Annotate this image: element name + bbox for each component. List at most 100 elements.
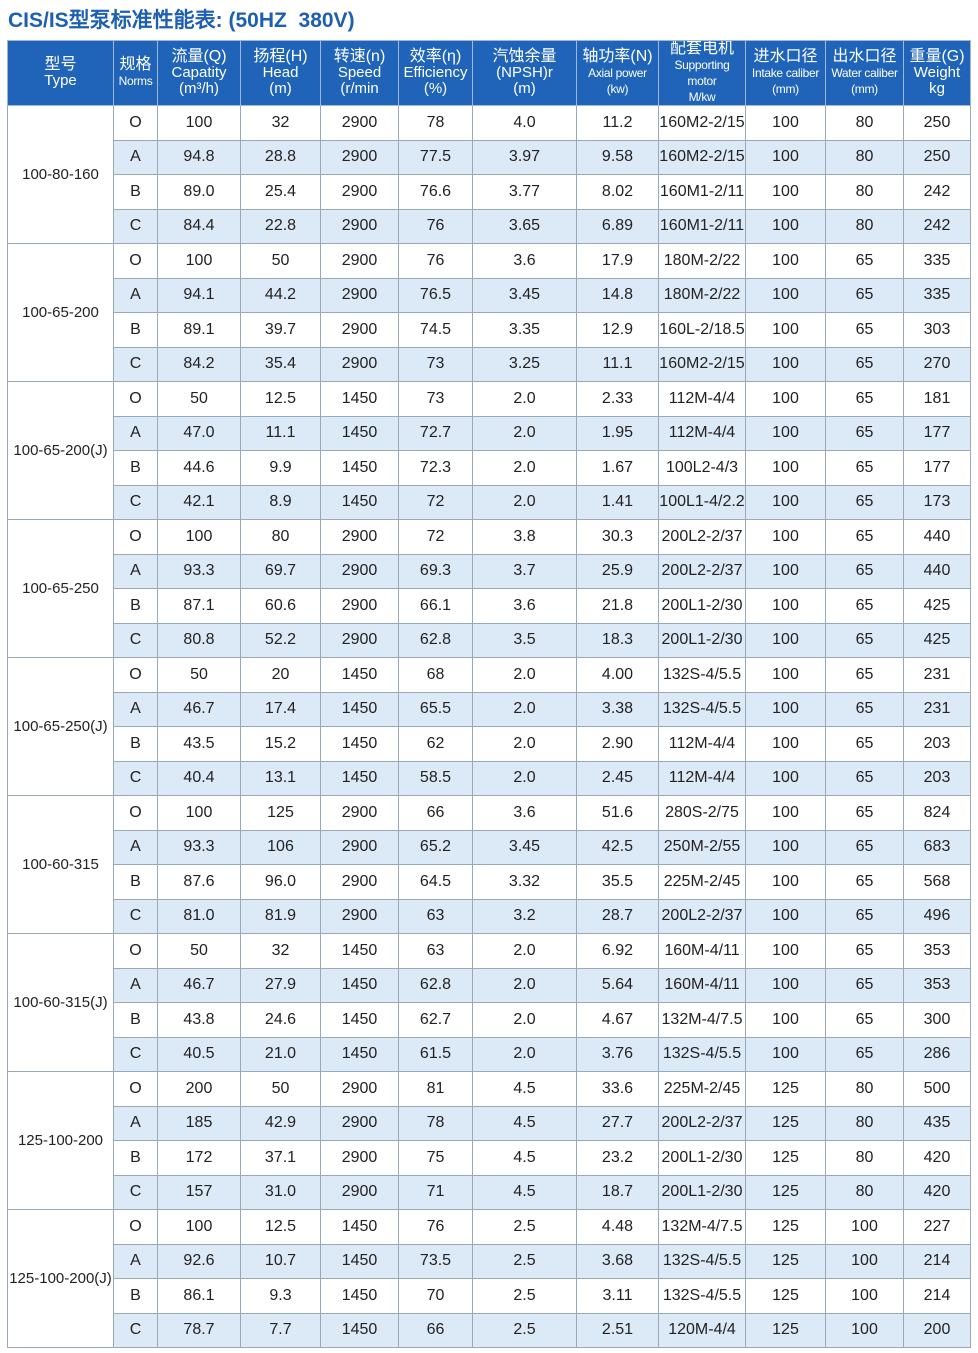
table-cell: 303 <box>903 312 971 348</box>
table-row: C 157 31.0 2900 71 4.5 18.7 200L1-2/30 125 80 420 <box>8 1174 971 1210</box>
table-cell: 2.0 <box>472 1036 577 1072</box>
table-cell: O <box>113 1209 158 1245</box>
table-cell: 824 <box>903 795 971 831</box>
table-cell: 12.5 <box>240 381 321 417</box>
table-cell: 2.5 <box>472 1312 577 1348</box>
table-cell: 65 <box>825 622 904 658</box>
table-cell: 76.6 <box>398 174 473 210</box>
table-cell: 65 <box>825 933 904 969</box>
table-cell: 35.5 <box>576 864 659 900</box>
table-cell: A <box>113 1105 158 1141</box>
table-cell: 4.5 <box>472 1071 577 1107</box>
table-cell: 200L2-2/37 <box>658 1105 746 1141</box>
table-cell: 28.7 <box>576 898 659 934</box>
type-cell: 125-100-200(J) <box>7 1209 114 1348</box>
table-row: A 46.7 27.9 1450 62.8 2.0 5.64 160M-4/11 100 65 35… <box>8 967 971 1003</box>
table-cell: 1450 <box>320 1002 399 1038</box>
table-cell: 4.5 <box>472 1140 577 1176</box>
table-cell: 157 <box>157 1174 241 1210</box>
table-cell: 5.64 <box>576 967 659 1003</box>
table-row: 100-65-200 O 100 50 2900 76 3.6 17.9 180M-2/22 10… <box>7 243 971 382</box>
table-cell: 11.1 <box>576 346 659 382</box>
table-cell: B <box>113 450 158 486</box>
table-cell: 4.67 <box>576 1002 659 1038</box>
table-cell: 65 <box>825 588 904 624</box>
table-cell: 39.7 <box>240 312 321 348</box>
table-cell: 200 <box>157 1071 241 1107</box>
table-cell: 160M2-2/15 <box>658 346 746 382</box>
table-cell: 80 <box>825 1071 904 1107</box>
header-line: Capatity <box>171 64 227 81</box>
table-cell: 35.4 <box>240 346 321 382</box>
table-cell: 120M-4/4 <box>658 1312 746 1348</box>
table-cell: 100 <box>745 415 826 451</box>
table-cell: B <box>113 1278 158 1314</box>
table-cell: 65 <box>825 760 904 796</box>
table-cell: 185 <box>157 1105 241 1141</box>
header-row: 型号 Type 规格 Norms 流量(Q) Capatity (m³/h) 扬程(H) Hea… <box>7 40 971 106</box>
table-cell: 214 <box>903 1243 971 1279</box>
table-cell: 71 <box>398 1174 473 1210</box>
table-cell: 125 <box>745 1243 826 1279</box>
table-cell: 80 <box>825 105 904 141</box>
header-line: Norms <box>118 74 153 88</box>
header-line: M/kw <box>688 90 716 104</box>
table-cell: 50 <box>157 657 241 693</box>
table-cell: 12.9 <box>576 312 659 348</box>
header-cell: 型号 Type <box>7 40 114 106</box>
header-line: (mm) <box>772 82 799 96</box>
table-cell: 6.89 <box>576 208 659 244</box>
header-cell: 扬程(H) Head (m) <box>240 40 321 106</box>
table-cell: 100 <box>825 1209 904 1245</box>
table-cell: 61.5 <box>398 1036 473 1072</box>
table-cell: 65 <box>825 1036 904 1072</box>
table-cell: 14.8 <box>576 277 659 313</box>
table-cell: 81 <box>398 1071 473 1107</box>
header-line: Head <box>262 64 299 81</box>
table-cell: 75 <box>398 1140 473 1176</box>
table-cell: 50 <box>240 243 321 279</box>
table-cell: 568 <box>903 864 971 900</box>
table-cell: 65.5 <box>398 691 473 727</box>
table-cell: 24.6 <box>240 1002 321 1038</box>
table-cell: 4.48 <box>576 1209 659 1245</box>
table-cell: 227 <box>903 1209 971 1245</box>
table-row: C 40.4 13.1 1450 58.5 2.0 2.45 112M-4/4 100 65 203 <box>8 760 971 796</box>
table-cell: 335 <box>903 277 971 313</box>
table-cell: 73.5 <box>398 1243 473 1279</box>
table-cell: 3.35 <box>472 312 577 348</box>
table-cell: 65 <box>825 484 904 520</box>
table-cell: 2900 <box>320 588 399 624</box>
table-cell: 125 <box>745 1071 826 1107</box>
table-cell: 72.3 <box>398 450 473 486</box>
table-cell: 78 <box>398 105 473 141</box>
table-cell: 112M-4/4 <box>658 726 746 762</box>
table-cell: O <box>113 1071 158 1107</box>
table-cell: 2900 <box>320 1071 399 1107</box>
table-cell: 2900 <box>320 1105 399 1141</box>
table-cell: 2900 <box>320 243 399 279</box>
header-line: (%) <box>423 80 448 97</box>
table-cell: 160M1-2/11 <box>658 174 746 210</box>
table-cell: 100L1-4/2.2 <box>658 484 746 520</box>
table-cell: 425 <box>903 622 971 658</box>
header-line: 轴功率(N) <box>582 48 653 65</box>
table-cell: 2.0 <box>472 657 577 693</box>
table-cell: 84.4 <box>157 208 241 244</box>
table-cell: 200L2-2/37 <box>658 519 746 555</box>
table-cell: 125 <box>745 1312 826 1348</box>
table-cell: 112M-4/4 <box>658 415 746 451</box>
performance-table: 型号 Type 规格 Norms 流量(Q) Capatity (m³/h) 扬程(H) Hea… <box>7 40 971 1348</box>
table-cell: 96.0 <box>240 864 321 900</box>
header-line: (NPSH)r <box>496 64 553 81</box>
header-line: 扬程(H) <box>253 48 308 65</box>
table-cell: 2.90 <box>576 726 659 762</box>
table-cell: 65 <box>825 553 904 589</box>
table-row: C 42.1 8.9 1450 72 2.0 1.41 100L1-4/2.2 100 65 173 <box>8 484 971 520</box>
table-cell: 17.9 <box>576 243 659 279</box>
table-cell: 683 <box>903 829 971 865</box>
table-cell: 1.67 <box>576 450 659 486</box>
table-cell: 180M-2/22 <box>658 243 746 279</box>
header-cell: 轴功率(N) Axial power (kw) <box>576 40 659 106</box>
table-cell: 2900 <box>320 208 399 244</box>
